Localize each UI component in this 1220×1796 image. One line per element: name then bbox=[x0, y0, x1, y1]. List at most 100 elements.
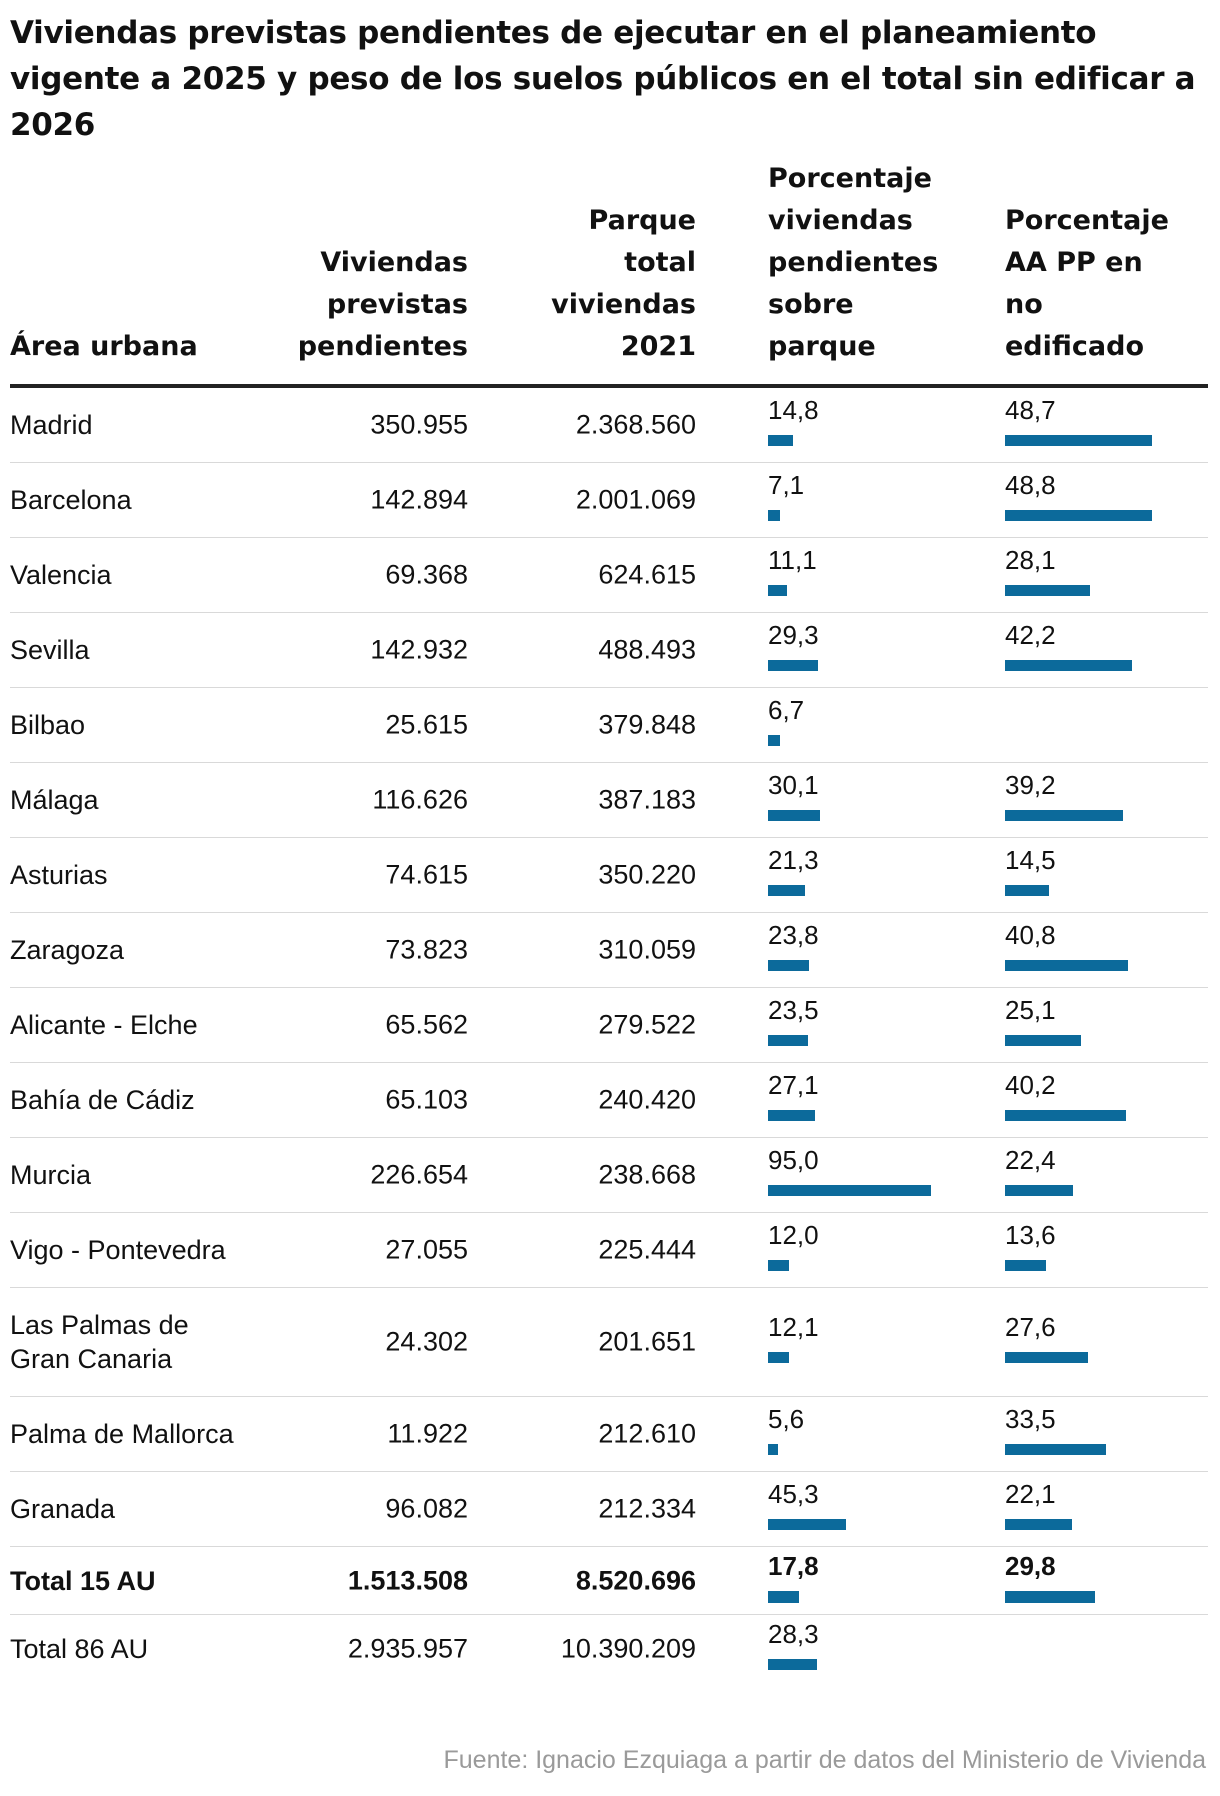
parque-value: 238.668 bbox=[598, 1159, 696, 1190]
table-row: Total 15 AU 1.513.508 8.520.696 17,8 29,8 bbox=[10, 1547, 1208, 1615]
pct-pendientes-label: 7,1 bbox=[768, 470, 805, 500]
viviendas-value: 1.513.508 bbox=[347, 1565, 468, 1595]
viviendas-value: 96.082 bbox=[385, 1493, 468, 1524]
parque-value: 2.001.069 bbox=[575, 484, 696, 515]
pct-aapp-bar bbox=[1005, 435, 1152, 446]
area-name: Total 86 AU bbox=[10, 1634, 149, 1664]
pct-pendientes-cell: 5,6 bbox=[768, 1406, 968, 1462]
area-name: Madrid bbox=[10, 410, 93, 440]
pct-pendientes-bar bbox=[768, 1352, 789, 1363]
table-row: Las Palmas de Gran Canaria 24.302 201.651 1… bbox=[10, 1288, 1208, 1397]
viviendas-value: 65.562 bbox=[385, 1009, 468, 1040]
pct-pendientes-bar bbox=[768, 1444, 778, 1455]
pct-pendientes-cell: 29,3 bbox=[768, 622, 968, 678]
pct-pendientes-bar bbox=[768, 435, 794, 446]
table-row: Zaragoza 73.823 310.059 23,8 40,8 bbox=[10, 913, 1208, 988]
pct-aapp-cell: 42,2 bbox=[1005, 622, 1205, 678]
pct-pendientes-label: 12,0 bbox=[768, 1220, 819, 1250]
pct-aapp-label: 48,8 bbox=[1005, 470, 1056, 500]
area-name: Murcia bbox=[10, 1160, 92, 1190]
pct-pendientes-label: 23,5 bbox=[768, 995, 819, 1025]
pct-aapp-label: 22,4 bbox=[1005, 1145, 1056, 1175]
pct-pendientes-cell: 45,3 bbox=[768, 1481, 968, 1537]
pct-aapp-bar bbox=[1005, 585, 1090, 596]
pct-pendientes-bar bbox=[768, 1590, 799, 1603]
table-row: Alicante - Elche 65.562 279.522 23,5 25,1 bbox=[10, 988, 1208, 1063]
viviendas-value: 2.935.957 bbox=[347, 1633, 468, 1664]
viviendas-value: 27.055 bbox=[385, 1234, 468, 1265]
parque-value: 212.334 bbox=[598, 1493, 696, 1524]
pct-aapp-cell: 22,4 bbox=[1005, 1147, 1205, 1203]
pct-pendientes-bar bbox=[768, 585, 788, 596]
pct-pendientes-cell: 23,8 bbox=[768, 922, 968, 978]
parque-value: 225.444 bbox=[598, 1234, 696, 1265]
pct-aapp-label: 33,5 bbox=[1005, 1404, 1056, 1434]
table-row: Bahía de Cádiz 65.103 240.420 27,1 40,2 bbox=[10, 1063, 1208, 1138]
pct-aapp-cell: 48,8 bbox=[1005, 472, 1205, 528]
pct-aapp-cell: 25,1 bbox=[1005, 997, 1205, 1053]
table-row: Madrid 350.955 2.368.560 14,8 48,7 bbox=[10, 388, 1208, 463]
pct-pendientes-label: 27,1 bbox=[768, 1070, 819, 1100]
area-name: Las Palmas de Gran Canaria bbox=[10, 1310, 189, 1374]
pct-aapp-bar bbox=[1005, 1260, 1046, 1271]
pct-pendientes-label: 14,8 bbox=[768, 395, 819, 425]
pct-aapp-label: 39,2 bbox=[1005, 770, 1056, 800]
area-name: Barcelona bbox=[10, 485, 132, 515]
pct-pendientes-cell: 28,3 bbox=[768, 1621, 968, 1677]
pct-pendientes-cell: 11,1 bbox=[768, 547, 968, 603]
table-row: Valencia 69.368 624.615 11,1 28,1 bbox=[10, 538, 1208, 613]
parque-value: 387.183 bbox=[598, 784, 696, 815]
pct-aapp-bar bbox=[1005, 660, 1133, 671]
viviendas-value: 116.626 bbox=[372, 784, 468, 815]
pct-pendientes-bar bbox=[768, 1260, 789, 1271]
pct-aapp-label: 13,6 bbox=[1005, 1220, 1056, 1250]
area-name: Total 15 AU bbox=[10, 1565, 156, 1596]
pct-pendientes-label: 17,8 bbox=[768, 1550, 819, 1581]
viviendas-value: 226.654 bbox=[370, 1159, 468, 1190]
table-row: Asturias 74.615 350.220 21,3 14,5 bbox=[10, 838, 1208, 913]
pct-aapp-bar bbox=[1005, 810, 1124, 821]
header-aapp: Porcentaje AA PP en no edificado bbox=[1005, 205, 1169, 362]
parque-value: 212.610 bbox=[598, 1418, 696, 1449]
area-name: Vigo - Pontevedra bbox=[10, 1235, 226, 1265]
viviendas-value: 142.894 bbox=[370, 484, 468, 515]
pct-pendientes-bar bbox=[768, 810, 820, 821]
viviendas-value: 142.932 bbox=[370, 634, 468, 665]
pct-pendientes-cell: 95,0 bbox=[768, 1147, 968, 1203]
pct-aapp-cell: 29,8 bbox=[1005, 1553, 1205, 1609]
table-row: Murcia 226.654 238.668 95,0 22,4 bbox=[10, 1138, 1208, 1213]
pct-aapp-label: 40,8 bbox=[1005, 920, 1056, 950]
pct-aapp-label: 29,8 bbox=[1005, 1550, 1056, 1581]
pct-aapp-cell: 27,6 bbox=[1005, 1314, 1205, 1370]
data-table: Área urbana Viviendas previstas pendient… bbox=[10, 158, 1208, 1683]
pct-pendientes-cell: 12,1 bbox=[768, 1314, 968, 1370]
area-name: Málaga bbox=[10, 785, 99, 815]
viviendas-value: 11.922 bbox=[387, 1418, 468, 1449]
pct-pendientes-label: 6,7 bbox=[768, 695, 805, 725]
area-name: Sevilla bbox=[10, 635, 90, 665]
pct-aapp-label: 48,7 bbox=[1005, 395, 1056, 425]
parque-value: 240.420 bbox=[598, 1084, 696, 1115]
chart-title: Viviendas previstas pendientes de ejecut… bbox=[10, 15, 1196, 143]
pct-aapp-cell: 48,7 bbox=[1005, 397, 1205, 453]
pct-aapp-label: 27,6 bbox=[1005, 1312, 1056, 1342]
pct-aapp-bar bbox=[1005, 885, 1049, 896]
pct-pendientes-cell: 21,3 bbox=[768, 847, 968, 903]
pct-pendientes-label: 30,1 bbox=[768, 770, 819, 800]
table-row: Vigo - Pontevedra 27.055 225.444 12,0 13,6 bbox=[10, 1213, 1208, 1288]
pct-aapp-bar bbox=[1005, 1185, 1073, 1196]
viviendas-value: 69.368 bbox=[385, 559, 468, 590]
pct-pendientes-bar bbox=[768, 1035, 809, 1046]
pct-pendientes-bar bbox=[768, 1185, 932, 1196]
pct-aapp-bar bbox=[1005, 1590, 1095, 1603]
pct-aapp-bar bbox=[1005, 510, 1153, 521]
pct-pendientes-cell: 30,1 bbox=[768, 772, 968, 828]
pct-pendientes-bar bbox=[768, 735, 780, 746]
parque-value: 488.493 bbox=[598, 634, 696, 665]
table-row: Bilbao 25.615 379.848 6,7 bbox=[10, 688, 1208, 763]
parque-value: 310.059 bbox=[598, 934, 696, 965]
table-row: Sevilla 142.932 488.493 29,3 42,2 bbox=[10, 613, 1208, 688]
table-row: Granada 96.082 212.334 45,3 22,1 bbox=[10, 1472, 1208, 1547]
pct-pendientes-bar bbox=[768, 1659, 817, 1670]
pct-aapp-cell: 28,1 bbox=[1005, 547, 1205, 603]
